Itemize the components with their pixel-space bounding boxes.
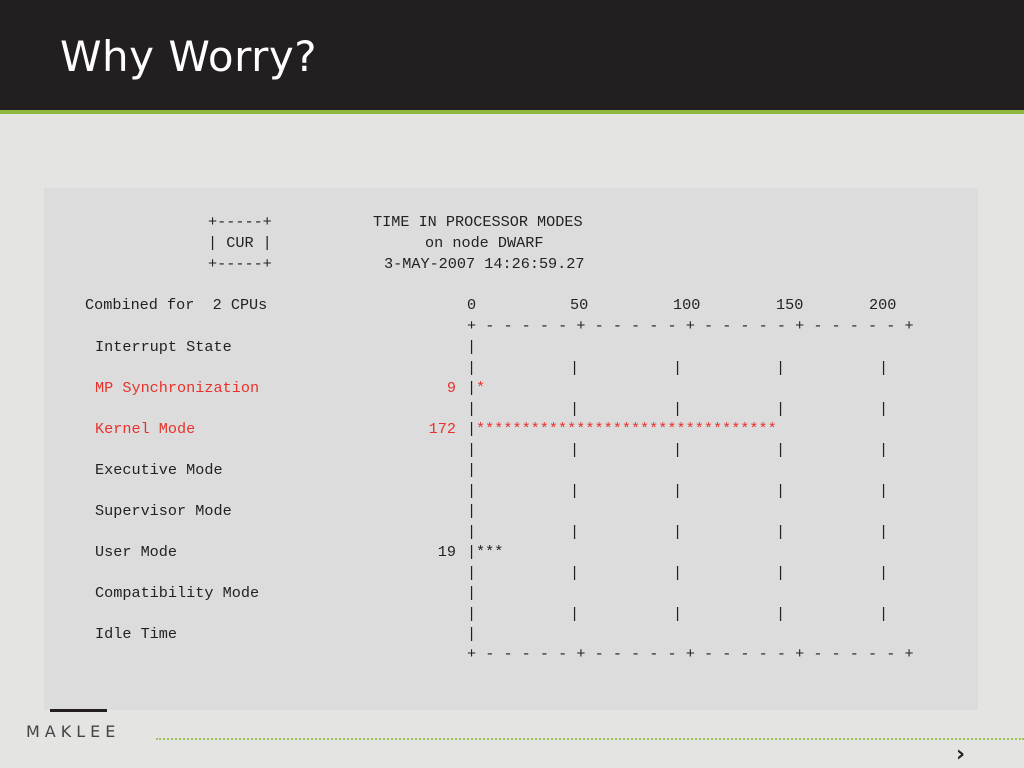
- tick-guide-mark: |: [776, 522, 786, 541]
- header-accent-rule: [0, 110, 1024, 114]
- mode-label: Idle Time: [95, 625, 178, 643]
- slide-header: [0, 0, 1024, 110]
- mode-label: Compatibility Mode: [95, 584, 260, 602]
- tick-guide-mark: |: [673, 563, 683, 582]
- mode-bar: ***: [476, 543, 504, 561]
- bar-axis-pipe: |: [467, 502, 477, 520]
- mode-label: Supervisor Mode: [95, 502, 232, 520]
- tick-guide-mark: |: [467, 440, 477, 459]
- bar-axis-pipe: |: [467, 584, 477, 602]
- mode-value: 9: [446, 379, 456, 397]
- tick-guide-mark: |: [467, 481, 477, 500]
- monitor-heading: TIME IN PROCESSOR MODES: [373, 213, 583, 231]
- bar-axis-pipe: |: [467, 625, 477, 643]
- mode-bar: *********************************: [476, 420, 777, 438]
- tick-guide-mark: |: [776, 358, 786, 377]
- mode-value: 19: [437, 543, 456, 561]
- bar-axis-pipe: |: [467, 461, 477, 479]
- tick-guide-mark: |: [776, 563, 786, 582]
- tick-guide-mark: |: [879, 563, 889, 582]
- tick-guide-mark: |: [673, 604, 683, 623]
- node-line: on node DWARF: [425, 234, 544, 252]
- bar-axis-pipe: |: [467, 543, 477, 561]
- mode-bar: *: [476, 379, 486, 397]
- scale-label-150: 150: [776, 296, 804, 314]
- tick-guide-mark: |: [570, 604, 580, 623]
- mode-value: 172: [428, 420, 456, 438]
- tick-guide-mark: |: [776, 399, 786, 418]
- bar-axis-pipe: |: [467, 379, 477, 397]
- tick-guide-mark: |: [776, 440, 786, 459]
- tick-guide-mark: |: [879, 399, 889, 418]
- tick-guide-mark: |: [467, 399, 477, 418]
- tick-guide-mark: |: [467, 358, 477, 377]
- monitor-output-panel: +-----+ | CUR | +-----+ TIME IN PROCESSO…: [44, 188, 978, 710]
- logo-rule: [50, 709, 107, 712]
- tick-guide-mark: |: [570, 440, 580, 459]
- chevron-right-icon[interactable]: ›: [956, 742, 966, 767]
- bar-axis-pipe: |: [467, 420, 477, 438]
- scale-label-0: 0: [467, 296, 477, 314]
- bar-axis-pipe: |: [467, 338, 477, 356]
- tick-guide-mark: |: [879, 522, 889, 541]
- mode-label: User Mode: [95, 543, 178, 561]
- tick-guide-mark: |: [879, 604, 889, 623]
- tick-guide-mark: |: [673, 522, 683, 541]
- tick-guide-mark: |: [570, 481, 580, 500]
- cpu-line: Combined for 2 CPUs: [85, 296, 268, 314]
- cur-box-bottom: +-----+: [208, 255, 272, 273]
- tick-guide-mark: |: [570, 522, 580, 541]
- tick-guide-mark: |: [467, 522, 477, 541]
- tick-guide-mark: |: [879, 358, 889, 377]
- scale-label-50: 50: [570, 296, 589, 314]
- maklee-logo: MAKLEE: [26, 722, 121, 741]
- axis-bottom: + - - - - - + - - - - - + - - - - - + - …: [467, 645, 914, 663]
- cur-box-label: | CUR |: [208, 234, 272, 252]
- timestamp: 3-MAY-2007 14:26:59.27: [384, 255, 585, 273]
- mode-label: Interrupt State: [95, 338, 232, 356]
- tick-guide-mark: |: [879, 440, 889, 459]
- slide-title: Why Worry?: [60, 32, 318, 81]
- scale-label-200: 200: [869, 296, 897, 314]
- tick-guide-mark: |: [570, 399, 580, 418]
- tick-guide-mark: |: [776, 604, 786, 623]
- tick-guide-mark: |: [776, 481, 786, 500]
- tick-guide-mark: |: [673, 399, 683, 418]
- tick-guide-mark: |: [673, 358, 683, 377]
- axis-top: + - - - - - + - - - - - + - - - - - + - …: [467, 317, 914, 335]
- mode-label: Kernel Mode: [95, 420, 196, 438]
- tick-guide-mark: |: [570, 563, 580, 582]
- tick-guide-mark: |: [467, 563, 477, 582]
- tick-guide-mark: |: [673, 481, 683, 500]
- tick-guide-mark: |: [879, 481, 889, 500]
- tick-guide-mark: |: [467, 604, 477, 623]
- tick-guide-mark: |: [570, 358, 580, 377]
- mode-label: Executive Mode: [95, 461, 223, 479]
- scale-label-100: 100: [673, 296, 701, 314]
- tick-guide-mark: |: [673, 440, 683, 459]
- mode-label: MP Synchronization: [95, 379, 260, 397]
- footer-dotted-rule: [156, 738, 1024, 740]
- cur-box-top: +-----+: [208, 213, 272, 231]
